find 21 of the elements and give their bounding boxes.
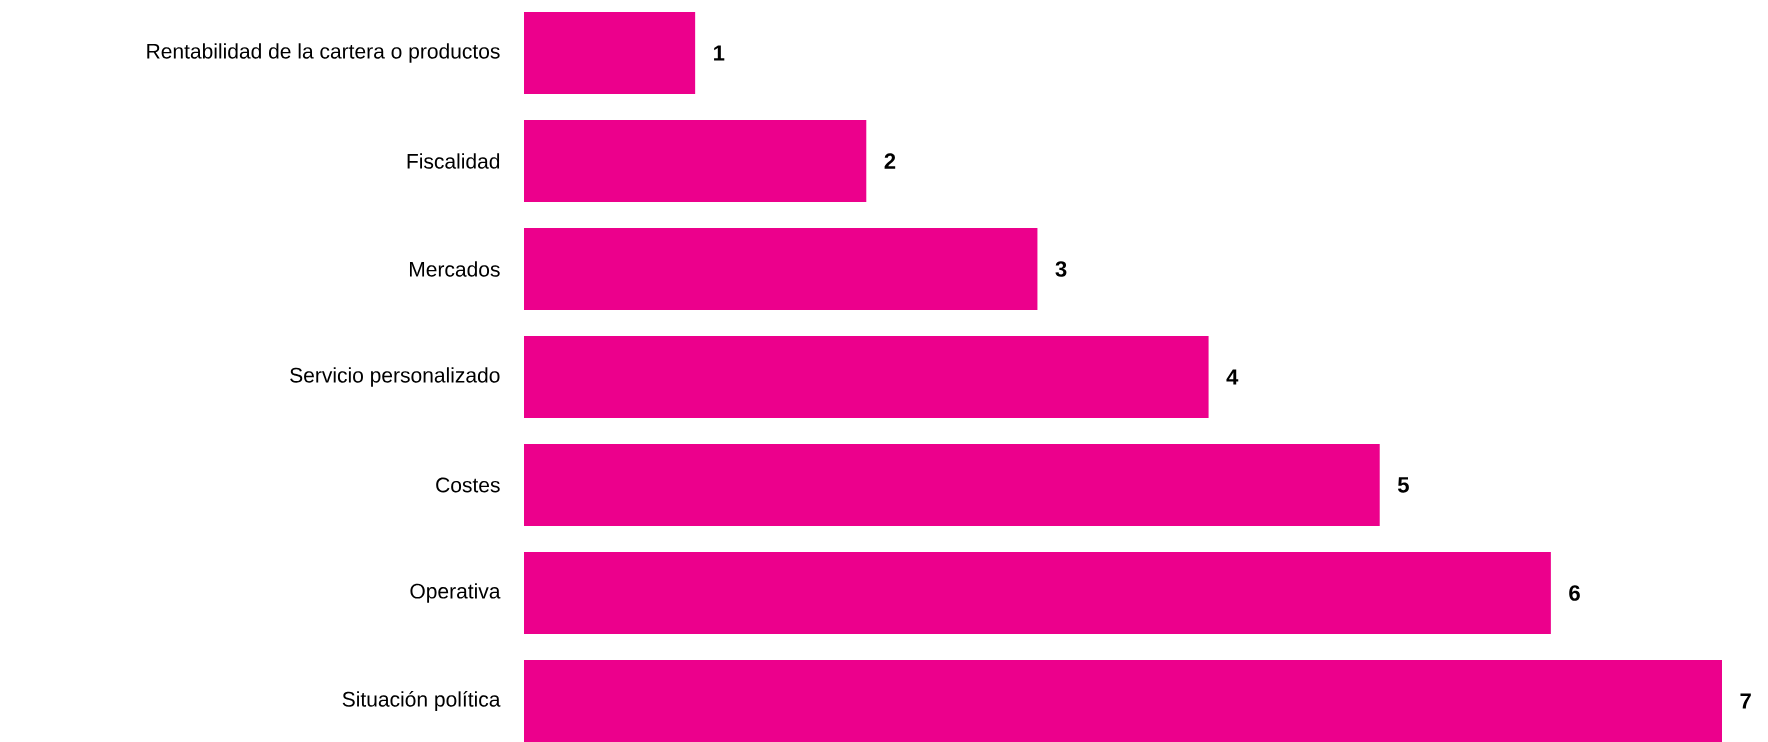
data-label: 4 xyxy=(1226,369,1239,385)
bar xyxy=(524,227,1038,311)
y-tick-label: Servicio personalizado xyxy=(290,367,500,387)
data-label: 7 xyxy=(1740,693,1751,709)
y-tick-label: Costes xyxy=(436,477,500,493)
data-label: 2 xyxy=(884,153,896,169)
y-tick-label: Fiscalidad xyxy=(407,153,500,169)
bar xyxy=(524,443,1380,527)
data-label: 3 xyxy=(1055,261,1067,277)
data-label: 6 xyxy=(1569,585,1580,601)
y-tick-label: Operativa xyxy=(410,583,501,603)
data-label: 1 xyxy=(714,45,725,61)
bar xyxy=(524,12,696,95)
y-tick-label: Situación política xyxy=(342,691,501,711)
y-tick-label: Rentabilidad de la cartera o productos xyxy=(147,43,500,63)
y-tick-label: Mercados xyxy=(409,261,500,277)
bar xyxy=(524,119,867,203)
bar xyxy=(524,659,1723,742)
data-label: 5 xyxy=(1397,477,1409,493)
bar xyxy=(524,335,1209,419)
bar xyxy=(524,551,1551,635)
